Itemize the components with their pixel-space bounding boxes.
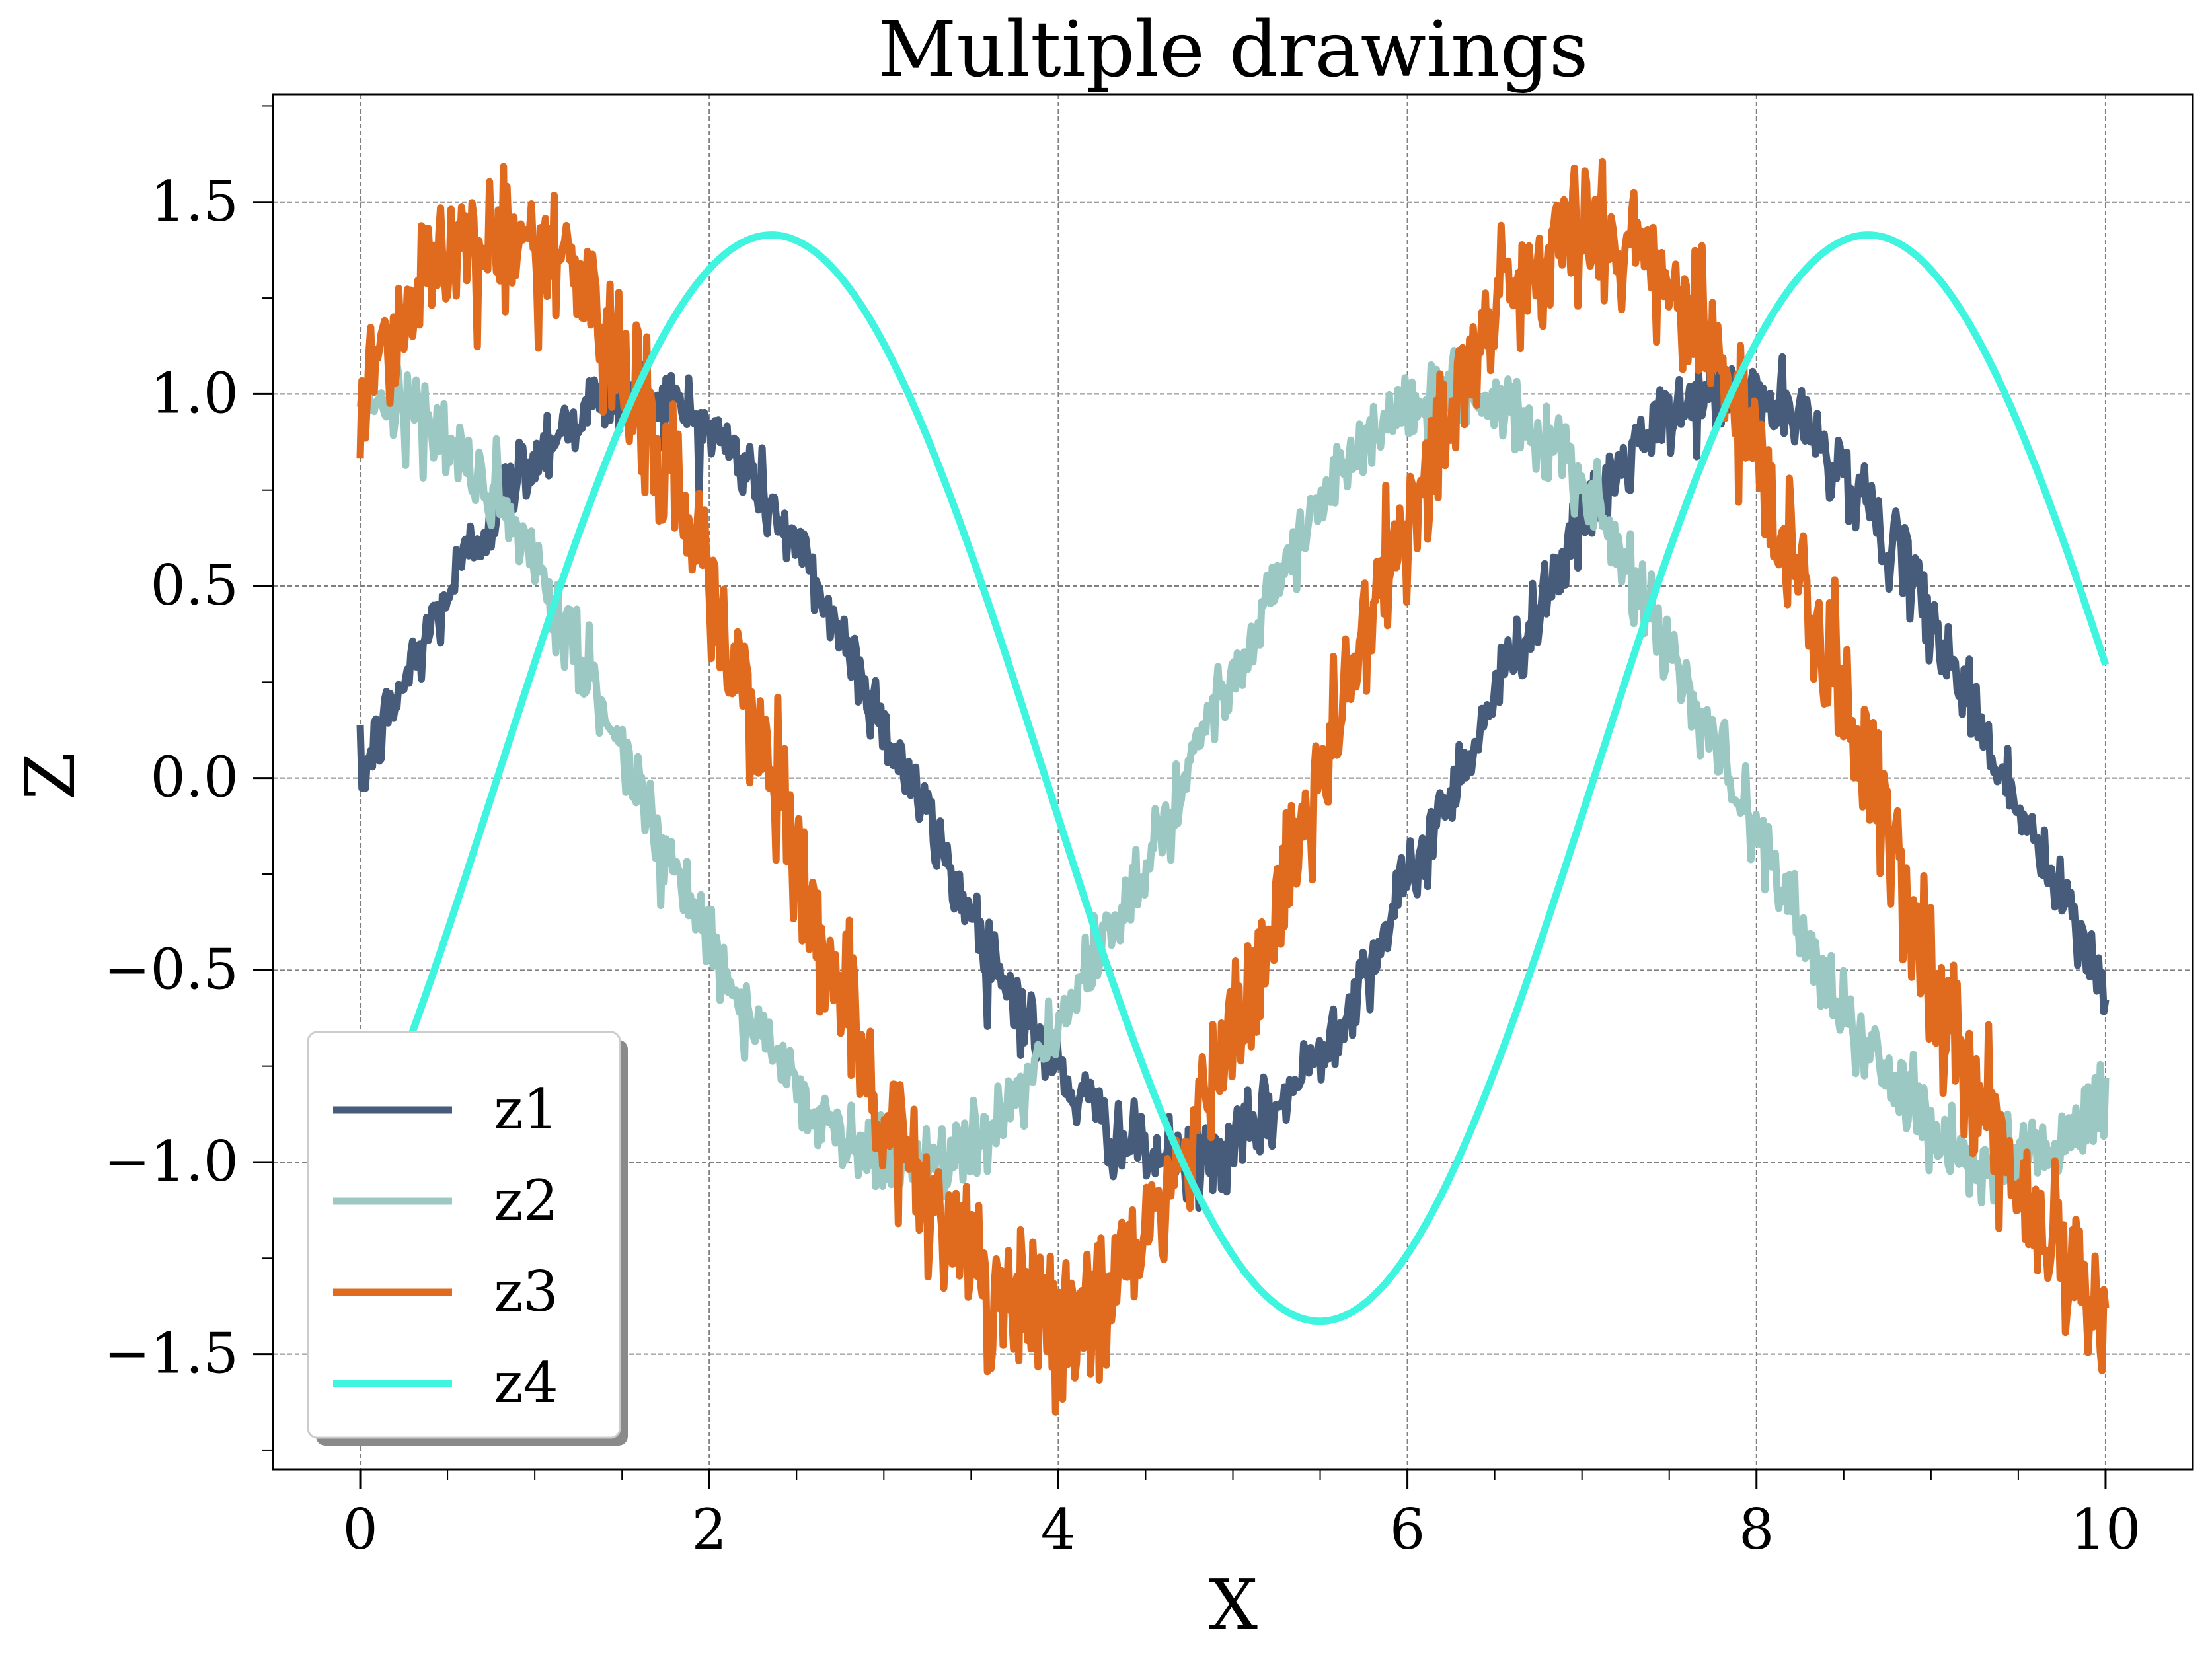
y-tick-label-3: 0.0	[150, 745, 239, 810]
y-tick-label-4: 0.5	[150, 553, 239, 618]
y-tick-label-5: 1.0	[150, 361, 239, 425]
y-axis-ticks: −1.5 −1.0 −0.5 0.0 0.5 1.0 1.5	[104, 105, 273, 1451]
x-tick-label-4: 8	[1739, 1497, 1774, 1562]
legend-label-z4: z4	[494, 1350, 558, 1415]
x-tick-label-0: 0	[342, 1497, 377, 1562]
x-tick-label-5: 10	[2071, 1497, 2141, 1562]
y-tick-label-6: 1.5	[150, 169, 239, 234]
plot-area	[356, 157, 2110, 1416]
y-tick-label-0: −1.5	[104, 1321, 239, 1386]
legend-label-z2: z2	[494, 1168, 558, 1233]
x-tick-label-1: 2	[692, 1497, 727, 1562]
legend-box	[307, 1031, 621, 1439]
series-line-z2	[356, 346, 2110, 1206]
legend-label-z3: z3	[494, 1259, 558, 1324]
x-axis-ticks: 0 2 4 6 8 10	[342, 1469, 2141, 1562]
x-tick-label-2: 4	[1041, 1497, 1076, 1562]
y-tick-label-1: −1.0	[104, 1129, 239, 1194]
series-line-z3	[356, 157, 2110, 1416]
x-tick-label-3: 6	[1390, 1497, 1425, 1562]
x-axis-label: X	[1209, 1565, 1258, 1645]
legend: z1 z2 z3 z4	[307, 1031, 628, 1446]
chart-title: Multiple drawings	[878, 5, 1589, 94]
y-tick-label-2: −0.5	[104, 937, 239, 1002]
legend-label-z1: z1	[494, 1077, 558, 1142]
grid	[273, 94, 2193, 1469]
y-axis-label: Z	[10, 753, 91, 800]
series-line-z4	[356, 231, 2110, 1325]
